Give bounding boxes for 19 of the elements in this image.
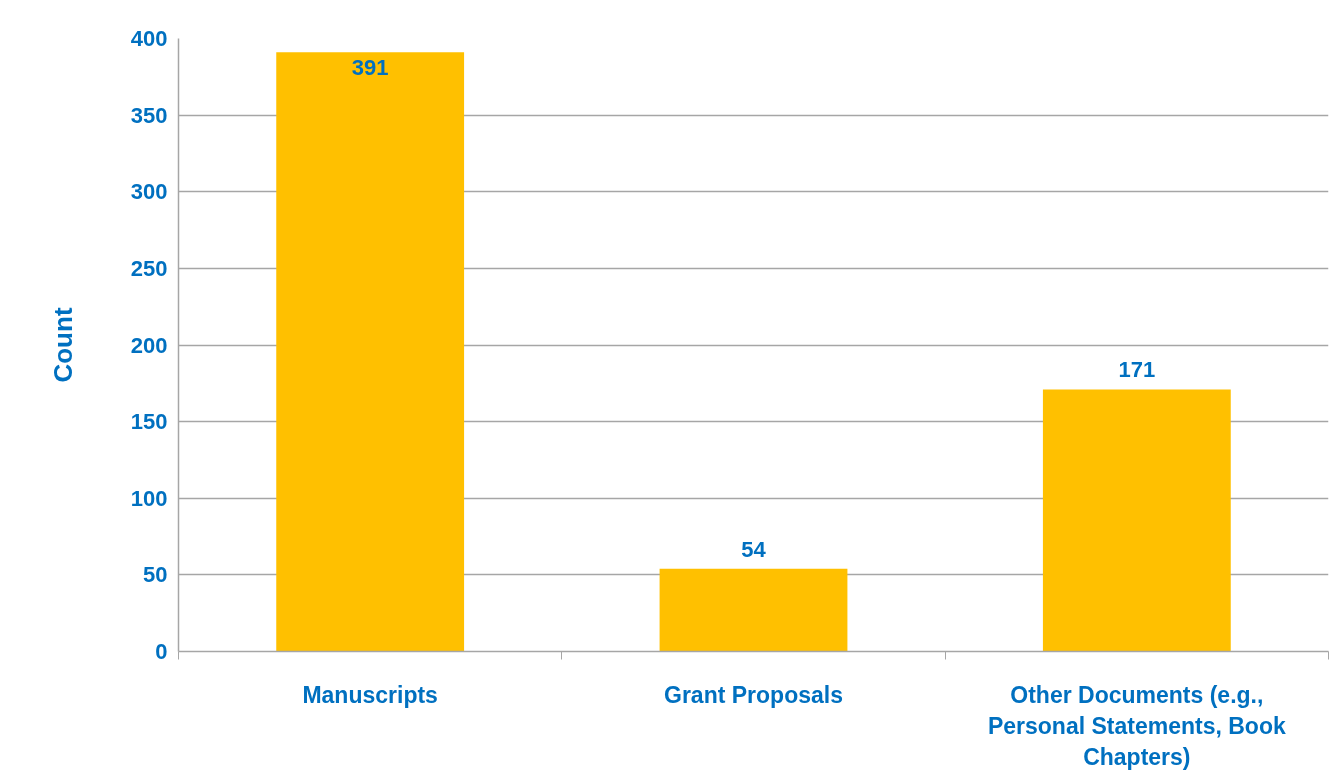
bar (276, 52, 465, 652)
x-tick-label: Manuscripts (302, 681, 438, 708)
y-tick-label: 100 (130, 485, 168, 511)
y-axis-title: Count (47, 307, 78, 383)
x-tick-label: Other Documents (e.g., Personal Statements, Book Chapters) (987, 681, 1286, 770)
y-tick-label: 350 (130, 102, 168, 128)
y-tick-label: 200 (130, 332, 168, 358)
y-tick-label: 0 (155, 639, 168, 664)
bar (659, 568, 848, 652)
y-tick-label: 50 (143, 562, 168, 588)
y-tick-label: 150 (130, 409, 168, 435)
x-tick-label: Grant Proposals (664, 681, 843, 708)
y-tick-label: 250 (130, 255, 168, 281)
bar (1042, 389, 1231, 652)
data-label: 171 (1118, 357, 1156, 383)
y-tick-label: 400 (130, 26, 168, 51)
data-label: 54 (741, 536, 767, 562)
y-tick-label: 300 (130, 179, 168, 205)
data-label: 391 (351, 55, 389, 81)
